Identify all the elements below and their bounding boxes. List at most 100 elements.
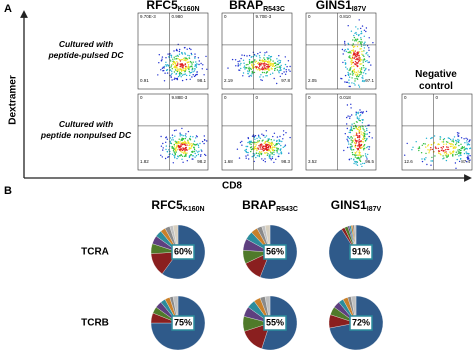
- event-dot: [427, 145, 429, 147]
- event-dot: [170, 76, 172, 78]
- event-dot: [356, 45, 359, 48]
- event-dot: [279, 135, 281, 138]
- quadrant-value: 3.52: [308, 159, 317, 164]
- event-dot: [187, 130, 190, 133]
- flow-plot: 0 9.88E-3 1.82 98.2: [137, 93, 209, 171]
- event-dot: [344, 40, 346, 43]
- event-dot: [280, 64, 282, 67]
- event-dot: [453, 136, 456, 138]
- event-dot: [256, 137, 258, 140]
- event-dot: [264, 60, 266, 63]
- event-dot: [164, 72, 166, 74]
- event-dot: [178, 148, 180, 151]
- event-dot: [191, 76, 193, 78]
- event-dot: [193, 148, 196, 151]
- event-dot: [187, 54, 189, 57]
- event-dot: [167, 64, 169, 66]
- event-dot: [268, 149, 270, 151]
- event-dot: [443, 152, 446, 154]
- event-dot: [194, 152, 196, 155]
- event-dot: [244, 149, 246, 152]
- event-dot: [181, 134, 183, 136]
- event-dot: [356, 65, 359, 68]
- event-dot: [278, 155, 280, 158]
- event-dot: [239, 141, 242, 144]
- event-dot: [355, 58, 357, 61]
- event-dot: [435, 147, 437, 149]
- event-dot: [203, 135, 205, 137]
- event-dot: [370, 64, 372, 66]
- event-dot: [187, 139, 189, 141]
- event-dot: [354, 32, 356, 35]
- event-dot: [273, 139, 275, 141]
- event-dot: [285, 69, 287, 71]
- event-dot: [360, 59, 363, 61]
- event-dot: [341, 78, 343, 80]
- event-dot: [356, 121, 358, 123]
- event-dot: [188, 61, 190, 63]
- quadrant-value: 0: [224, 95, 227, 100]
- event-dot: [444, 154, 447, 156]
- event-dot: [259, 69, 261, 72]
- event-dot: [360, 30, 363, 33]
- event-dot: [185, 74, 188, 77]
- event-dot: [350, 127, 353, 129]
- event-dot: [449, 153, 452, 155]
- quadrant-value: 87.4: [461, 159, 470, 164]
- event-dot: [182, 69, 185, 72]
- event-dot: [167, 156, 169, 158]
- event-dot: [258, 141, 260, 143]
- plot-frame: [221, 93, 293, 171]
- event-dot: [262, 145, 265, 148]
- event-dot: [363, 144, 366, 146]
- event-dot: [172, 137, 174, 139]
- event-dot: [266, 75, 268, 77]
- event-dot: [460, 158, 462, 160]
- event-dot: [240, 57, 242, 60]
- event-dot: [356, 77, 358, 80]
- event-dot: [258, 151, 261, 153]
- event-dot: [358, 145, 360, 147]
- quadrant-value: 0: [140, 95, 143, 100]
- event-dot: [270, 157, 272, 159]
- event-dot: [189, 66, 191, 68]
- header-sub: R543C: [263, 6, 285, 13]
- event-dot: [423, 158, 426, 160]
- event-dot: [243, 54, 246, 57]
- quadrant-value: 2.05: [308, 78, 317, 83]
- event-dot: [449, 151, 451, 153]
- event-dot: [275, 144, 278, 146]
- event-dot: [451, 143, 453, 145]
- event-dot: [170, 64, 173, 66]
- event-dot: [360, 45, 363, 47]
- event-dot: [452, 153, 454, 156]
- event-dot: [363, 80, 365, 83]
- event-dot: [268, 157, 271, 159]
- event-dot: [362, 61, 364, 63]
- event-dot: [356, 151, 358, 153]
- event-dot: [354, 80, 356, 82]
- event-dot: [181, 137, 184, 140]
- event-dot: [353, 57, 355, 60]
- event-dot: [193, 150, 195, 153]
- event-dot: [262, 67, 264, 69]
- event-dot: [276, 152, 278, 154]
- event-dot: [357, 28, 359, 30]
- event-dot: [175, 147, 178, 149]
- event-dot: [466, 153, 468, 155]
- event-dot: [462, 147, 464, 149]
- event-dot: [257, 53, 259, 55]
- event-dot: [173, 129, 176, 132]
- event-dot: [368, 47, 370, 49]
- event-dot: [356, 133, 358, 135]
- event-dot: [275, 158, 277, 160]
- event-dot: [176, 78, 179, 81]
- event-dot: [192, 155, 194, 157]
- header-sub: R543C: [276, 206, 298, 213]
- event-dot: [346, 116, 348, 119]
- event-dot: [271, 157, 274, 160]
- event-dot: [358, 126, 361, 128]
- event-dot: [431, 160, 434, 162]
- event-dot: [284, 56, 286, 58]
- event-dot: [173, 151, 175, 153]
